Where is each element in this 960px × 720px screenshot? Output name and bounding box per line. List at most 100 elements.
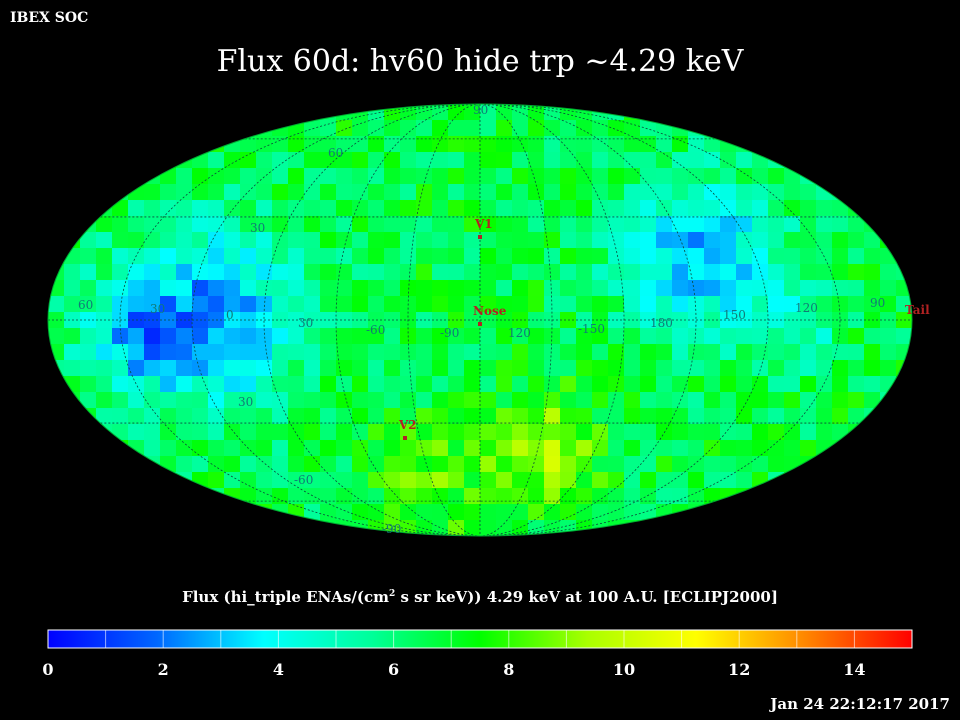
flux-pixel	[304, 440, 321, 457]
flux-pixel	[560, 328, 577, 345]
flux-pixel	[272, 360, 289, 377]
flux-pixel	[656, 472, 673, 489]
grid-label: 60	[78, 298, 93, 312]
flux-pixel	[320, 328, 337, 345]
flux-pixel	[544, 184, 561, 201]
flux-pixel	[192, 376, 209, 393]
flux-pixel	[544, 216, 561, 233]
flux-pixel	[416, 360, 433, 377]
flux-pixel	[160, 328, 177, 345]
flux-pixel	[768, 248, 785, 265]
flux-pixel	[464, 152, 481, 169]
flux-pixel	[848, 216, 865, 233]
flux-pixel	[592, 232, 609, 249]
grid-label: 30	[298, 316, 313, 330]
flux-pixel	[288, 360, 305, 377]
flux-pixel	[224, 136, 241, 153]
flux-pixel	[80, 344, 97, 361]
flux-pixel	[448, 248, 465, 265]
flux-pixel	[176, 296, 193, 313]
flux-pixel	[288, 184, 305, 201]
flux-pixel	[368, 424, 385, 441]
flux-pixel	[816, 456, 833, 473]
flux-pixels	[48, 104, 912, 536]
flux-pixel	[880, 216, 897, 233]
flux-pixel	[784, 152, 801, 169]
flux-pixel	[304, 472, 321, 489]
flux-pixel	[368, 456, 385, 473]
flux-pixel	[96, 408, 113, 425]
flux-pixel	[720, 504, 737, 521]
grid-label: 0	[226, 308, 234, 322]
flux-pixel	[128, 376, 145, 393]
flux-pixel	[176, 184, 193, 201]
flux-pixel	[752, 280, 769, 297]
flux-pixel	[304, 328, 321, 345]
flux-pixel	[160, 296, 177, 313]
flux-pixel	[128, 296, 145, 313]
flux-pixel	[336, 184, 353, 201]
flux-pixel	[224, 360, 241, 377]
flux-pixel	[448, 120, 465, 137]
flux-pixel	[816, 184, 833, 201]
flux-pixel	[544, 296, 561, 313]
flux-pixel	[816, 280, 833, 297]
flux-pixel	[736, 424, 753, 441]
flux-pixel	[672, 264, 689, 281]
flux-pixel	[576, 392, 593, 409]
flux-pixel	[96, 328, 113, 345]
flux-pixel	[304, 184, 321, 201]
flux-pixel	[592, 136, 609, 153]
flux-pixel	[784, 376, 801, 393]
flux-pixel	[560, 280, 577, 297]
flux-pixel	[592, 152, 609, 169]
flux-pixel	[272, 456, 289, 473]
flux-pixel	[720, 200, 737, 217]
graticule-labels: 90 60 30 60 30 0 30 -60 -90 120 -150 180…	[78, 103, 885, 536]
flux-pixel	[768, 440, 785, 457]
flux-pixel	[224, 152, 241, 169]
flux-pixel	[640, 440, 657, 457]
flux-pixel	[624, 344, 641, 361]
flux-pixel	[752, 184, 769, 201]
flux-pixel	[528, 136, 545, 153]
flux-pixel	[464, 168, 481, 185]
flux-pixel	[240, 264, 257, 281]
flux-pixel	[368, 328, 385, 345]
flux-pixel	[608, 520, 625, 536]
flux-pixel	[576, 440, 593, 457]
flux-pixel	[544, 328, 561, 345]
flux-pixel	[608, 376, 625, 393]
flux-pixel	[848, 360, 865, 377]
flux-pixel	[576, 296, 593, 313]
flux-pixel	[832, 360, 849, 377]
flux-pixel	[320, 120, 337, 137]
flux-pixel	[128, 232, 145, 249]
flux-pixel	[128, 408, 145, 425]
flux-pixel	[576, 472, 593, 489]
flux-pixel	[224, 424, 241, 441]
flux-pixel	[560, 168, 577, 185]
flux-pixel	[496, 424, 513, 441]
flux-pixel	[224, 200, 241, 217]
flux-pixel	[256, 280, 273, 297]
flux-pixel	[240, 392, 257, 409]
flux-pixel	[384, 504, 401, 521]
flux-pixel	[864, 296, 881, 313]
flux-pixel	[208, 248, 225, 265]
flux-pixel	[848, 232, 865, 249]
flux-pixel	[336, 232, 353, 249]
flux-pixel	[432, 504, 449, 521]
colorbar-tick-label: 6	[388, 660, 400, 679]
flux-pixel	[48, 232, 65, 249]
flux-pixel	[416, 152, 433, 169]
flux-pixel	[496, 248, 513, 265]
flux-pixel	[704, 216, 721, 233]
flux-pixel	[784, 456, 801, 473]
flux-pixel	[400, 504, 417, 521]
flux-pixel	[688, 504, 705, 521]
flux-pixel	[368, 168, 385, 185]
flux-pixel	[176, 216, 193, 233]
flux-pixel	[688, 440, 705, 457]
flux-pixel	[544, 504, 561, 521]
